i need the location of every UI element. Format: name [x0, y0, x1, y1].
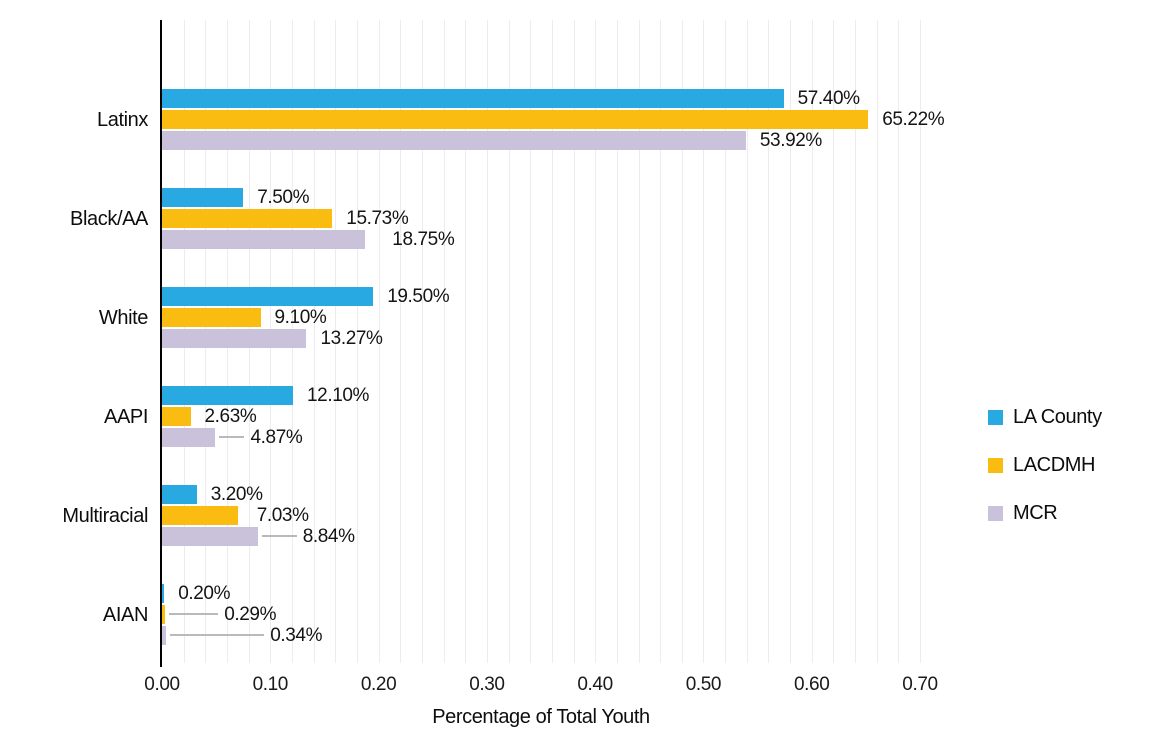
- bar-la-county-black-aa: [162, 188, 244, 207]
- data-label-lacdmh-aapi: 2.63%: [204, 406, 257, 427]
- gridline: [313, 20, 315, 663]
- legend-swatch-lacdmh: [988, 457, 1003, 473]
- bar-la-county-latinx: [162, 89, 784, 108]
- bar-mcr-multiracial: [162, 527, 258, 546]
- data-label-mcr-black-aa: 18.75%: [392, 229, 455, 250]
- gridline: [573, 20, 575, 663]
- category-label-white: White: [98, 307, 149, 329]
- x-tick-0.70: 0.70: [902, 674, 938, 695]
- data-label-lacdmh-multiracial: 7.03%: [256, 505, 309, 526]
- gridline: [400, 20, 402, 663]
- gridline: [790, 20, 792, 663]
- data-label-mcr-latinx: 53.92%: [759, 130, 822, 151]
- data-label-lacdmh-latinx: 65.22%: [882, 109, 945, 130]
- category-label-black-aa: Black/AA: [70, 208, 148, 230]
- data-label-la-county-white: 19.50%: [387, 286, 450, 307]
- x-tick-0.40: 0.40: [577, 674, 613, 695]
- legend-swatch-mcr: [988, 505, 1003, 521]
- legend-label-lacdmh: LACDMH: [1013, 454, 1096, 476]
- gridline: [530, 20, 532, 663]
- gridline: [595, 20, 597, 663]
- legend-swatch-la-county: [988, 409, 1003, 425]
- category-label-multiracial: Multiracial: [62, 505, 148, 527]
- label-leader-line: [261, 535, 297, 537]
- gridline: [660, 20, 662, 663]
- gridline: [465, 20, 467, 663]
- gridline: [616, 20, 618, 663]
- gridline: [421, 20, 423, 663]
- bar-la-county-white: [162, 287, 374, 306]
- bar-lacdmh-aapi: [162, 407, 191, 426]
- gridline: [920, 20, 921, 663]
- bar-la-county-aian: [162, 584, 165, 603]
- gridline: [486, 20, 488, 663]
- gridline: [335, 20, 337, 663]
- x-axis-title: Percentage of Total Youth: [432, 706, 650, 728]
- data-label-mcr-multiracial: 8.84%: [302, 526, 355, 547]
- legend-label-la-county: LA County: [1013, 406, 1102, 428]
- gridline: [855, 20, 856, 663]
- data-label-lacdmh-aian: 0.29%: [224, 604, 277, 625]
- legend: LA County LACDMH MCR: [988, 407, 1102, 551]
- category-label-latinx: Latinx: [97, 109, 148, 131]
- bar-lacdmh-black-aa: [162, 209, 333, 228]
- legend-item-lacdmh: LACDMH: [988, 455, 1102, 475]
- plot-area: 57.40% 65.22% 53.92% 7.50% 15.73% 18.75% 19.50…: [162, 20, 945, 663]
- data-label-mcr-aapi: 4.87%: [250, 427, 303, 448]
- bar-lacdmh-white: [162, 308, 261, 327]
- data-label-la-county-black-aa: 7.50%: [257, 187, 310, 208]
- label-leader-line: [218, 436, 245, 438]
- x-tick-0.30: 0.30: [469, 674, 505, 695]
- bar-mcr-aapi: [162, 428, 215, 447]
- gridline: [746, 20, 748, 663]
- bar-mcr-white: [162, 329, 306, 348]
- gridline: [443, 20, 445, 663]
- data-label-la-county-multiracial: 3.20%: [210, 484, 263, 505]
- gridline: [638, 20, 640, 663]
- label-leader-line: [169, 613, 219, 615]
- data-label-mcr-aian: 0.34%: [270, 625, 323, 646]
- gridline: [725, 20, 727, 663]
- data-label-la-county-aapi: 12.10%: [307, 385, 370, 406]
- bar-la-county-multiracial: [162, 485, 197, 504]
- gridline: [833, 20, 835, 663]
- gridline: [508, 20, 510, 663]
- data-label-lacdmh-white: 9.10%: [274, 307, 327, 328]
- bar-la-county-aapi: [162, 386, 293, 405]
- gridline: [768, 20, 770, 663]
- x-tick-0.20: 0.20: [360, 674, 397, 695]
- category-label-aian: AIAN: [102, 604, 148, 626]
- bar-lacdmh-aian: [162, 605, 166, 624]
- x-tick-0.60: 0.60: [793, 674, 830, 695]
- gridline: [876, 20, 878, 663]
- legend-label-mcr: MCR: [1013, 502, 1058, 524]
- category-label-aapi: AAPI: [104, 406, 148, 428]
- bar-mcr-black-aa: [162, 230, 365, 249]
- data-label-la-county-latinx: 57.40%: [797, 88, 860, 109]
- bar-mcr-aian: [162, 626, 166, 645]
- legend-item-mcr: MCR: [988, 503, 1102, 523]
- legend-item-la-county: LA County: [988, 407, 1102, 427]
- gridline: [898, 20, 900, 663]
- gridline: [551, 20, 553, 663]
- y-axis-line: [160, 20, 162, 667]
- gridline: [681, 20, 683, 663]
- x-tick-0.00: 0.00: [144, 674, 180, 695]
- bar-mcr-latinx: [162, 131, 746, 150]
- gridline: [811, 20, 813, 663]
- bar-lacdmh-latinx: [162, 110, 869, 129]
- gridline: [703, 20, 705, 663]
- data-label-lacdmh-black-aa: 15.73%: [346, 208, 409, 229]
- x-tick-0.10: 0.10: [252, 674, 289, 695]
- label-leader-line: [169, 634, 265, 636]
- gridline: [378, 20, 380, 663]
- data-label-mcr-white: 13.27%: [320, 328, 383, 349]
- gridline: [356, 20, 358, 663]
- bar-lacdmh-multiracial: [162, 506, 239, 525]
- x-tick-0.50: 0.50: [685, 674, 722, 695]
- data-label-la-county-aian: 0.20%: [178, 583, 231, 604]
